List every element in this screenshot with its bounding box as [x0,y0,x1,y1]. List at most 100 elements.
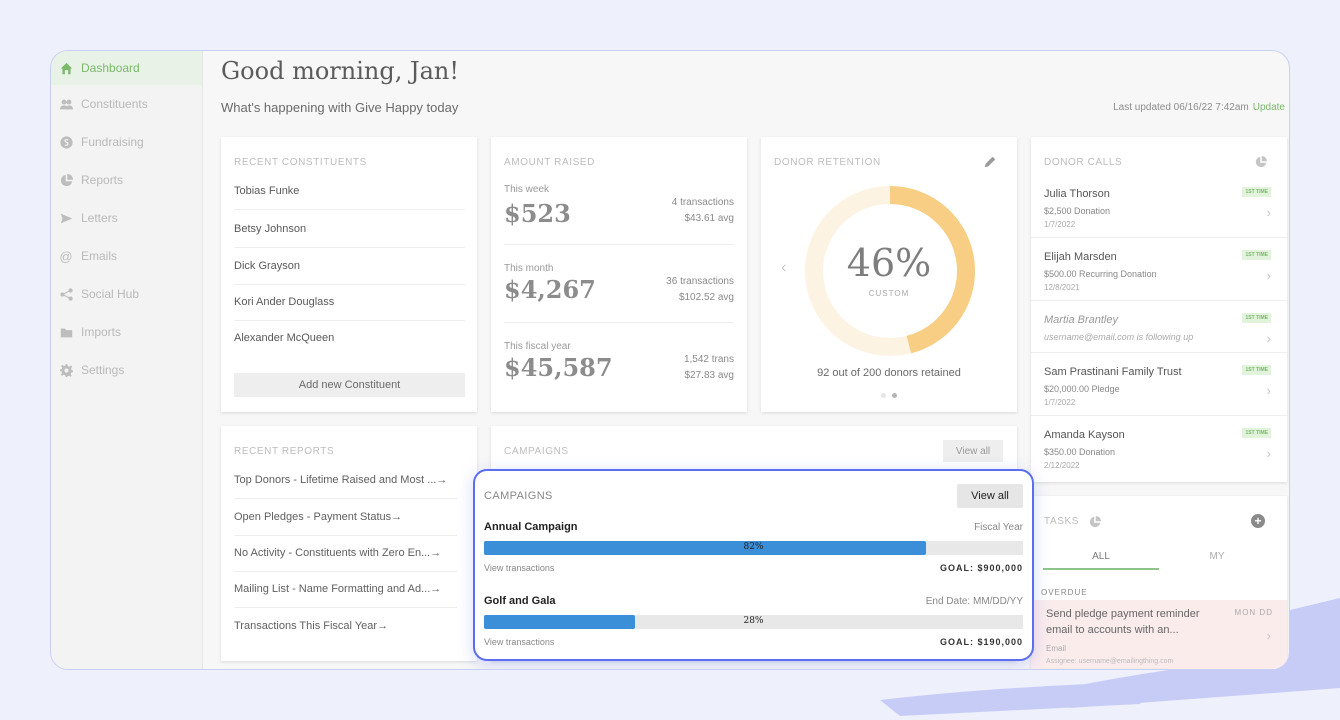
campaign-name[interactable]: Golf and Gala [484,595,556,607]
report-link[interactable]: No Activity - Constituents with Zero En.… [234,547,457,572]
sidebar-item-label: Fundraising [81,135,144,149]
sidebar-item-letters[interactable]: Letters [51,199,202,237]
view-all-button[interactable]: View all [943,440,1003,462]
amount-value: $45,587 [504,353,613,382]
pie-chart-icon[interactable] [1255,155,1267,173]
people-icon [59,97,73,111]
sidebar-item-constituents[interactable]: Constituents [51,85,202,123]
view-transactions-link[interactable]: View transactions [484,637,555,647]
pencil-icon[interactable] [983,155,997,169]
view-all-button[interactable]: View all [957,484,1023,508]
progress-bar: 28% [484,615,1023,629]
donor-name: Martia Brantley [1044,314,1118,326]
card-title: DONOR CALLS [1044,157,1123,168]
carousel-dot-active[interactable] [892,393,897,398]
card-title: CAMPAIGNS [484,490,553,502]
carousel-dot[interactable] [881,393,886,398]
average-amount: $27.83 avg [684,370,735,381]
amount-label: This month [504,263,554,274]
task-item[interactable]: Send pledge payment reminder email to ac… [1031,600,1287,669]
campaign-goal: GOAL: $900,000 [939,563,1023,573]
amount-row-fiscal-year: This fiscal year $45,587 1,542 trans $27.… [504,335,734,401]
donor-date: 12/8/2021 [1044,283,1080,292]
report-link[interactable]: Top Donors - Lifetime Raised and Most ..… [234,474,457,499]
amount-label: This fiscal year [504,341,571,352]
list-item[interactable]: Tobias Funke [234,185,465,210]
donor-name: Amanda Kayson [1044,429,1125,441]
sidebar-item-emails[interactable]: @ Emails [51,237,202,275]
donor-call-item[interactable]: Martia Brantley username@email.com is fo… [1031,301,1287,353]
donor-detail: $2,500 Donation [1044,206,1111,216]
add-task-icon[interactable]: + [1251,514,1265,528]
sidebar-item-dashboard[interactable]: Dashboard [51,51,202,85]
send-icon [59,211,73,225]
folder-icon [59,325,73,339]
card-title: TASKS [1044,516,1080,527]
retention-percent: 46% [846,241,932,285]
recent-reports-card: RECENT REPORTS Top Donors - Lifetime Rai… [221,426,477,661]
home-icon [59,61,73,75]
campaign-name[interactable]: Annual Campaign [484,521,578,533]
carousel-dots[interactable] [761,393,1017,398]
list-item[interactable]: Alexander McQueen [234,332,335,344]
average-amount: $102.52 avg [678,292,734,303]
sidebar-item-label: Settings [81,363,125,377]
amount-label: This week [504,184,550,195]
chevron-right-icon: › [1266,205,1271,220]
donor-detail: $350.00 Donation [1044,447,1116,457]
app-window: Dashboard Constituents Fundraising Repor… [50,50,1290,670]
sidebar: Dashboard Constituents Fundraising Repor… [51,51,203,669]
transactions-count: 36 transactions [666,276,734,287]
retention-arc [889,186,975,354]
amount-stats: 1,542 trans $27.83 avg [684,352,734,384]
donor-name: Sam Prastinani Family Trust [1044,366,1182,378]
donor-detail: username@email.com is following up [1044,332,1194,342]
task-tabs: ALL MY [1031,542,1287,570]
update-link[interactable]: Update [1252,102,1285,113]
list-item[interactable]: Kori Ander Douglass [234,296,465,321]
donor-name: Julia Thorson [1044,188,1110,200]
transactions-count: 4 transactions [671,197,734,208]
overdue-label: OVERDUE [1041,588,1088,597]
tab-my[interactable]: MY [1209,551,1225,562]
first-time-badge: 1ST TIME [1242,250,1271,260]
donor-detail: $20,000.00 Pledge [1044,384,1120,394]
donor-call-item[interactable]: Amanda Kayson $350.00 Donation 2/12/2022… [1031,416,1287,479]
card-title: DONOR RETENTION [774,157,881,168]
donor-call-item[interactable]: Elijah Marsden $500.00 Recurring Donatio… [1031,238,1287,301]
list-item[interactable]: Betsy Johnson [234,223,465,248]
sidebar-item-label: Emails [81,249,118,263]
donor-call-item[interactable]: Julia Thorson $2,500 Donation 1/7/2022 1… [1031,175,1287,238]
view-transactions-link[interactable]: View transactions [484,563,555,573]
sidebar-item-reports[interactable]: Reports [51,161,202,199]
pie-chart-icon[interactable] [1089,515,1101,533]
campaign-meta: Fiscal Year [974,522,1023,533]
sidebar-item-fundraising[interactable]: Fundraising [51,123,202,161]
sidebar-item-imports[interactable]: Imports [51,313,202,351]
donor-detail: $500.00 Recurring Donation [1044,269,1157,279]
last-updated-text: Last updated 06/16/22 7:42am [1113,102,1249,113]
gear-icon [59,363,73,377]
list-item[interactable]: Dick Grayson [234,260,465,285]
report-link[interactable]: Open Pledges - Payment Status→ [234,511,457,536]
progress-bar: 82% [484,541,1023,555]
at-icon: @ [59,248,73,264]
report-link[interactable]: Mailing List - Name Formatting and Ad...… [234,583,457,608]
report-link[interactable]: Transactions This Fiscal Year→ [234,620,389,632]
amount-stats: 4 transactions $43.61 avg [672,195,734,227]
sidebar-item-social-hub[interactable]: Social Hub [51,275,202,313]
first-time-badge: 1ST TIME [1242,187,1271,197]
chevron-right-icon: › [1266,446,1271,461]
amount-row-month: This month $4,267 36 transactions $102.52… [504,257,734,323]
add-constituent-button[interactable]: Add new Constituent [234,373,465,397]
sidebar-item-settings[interactable]: Settings [51,351,202,389]
task-due-date: MON DD [1234,608,1273,617]
progress-label: 28% [743,616,764,626]
task-text: Send pledge payment reminder email to ac… [1046,608,1200,636]
pie-chart-icon [59,173,73,187]
chevron-left-icon[interactable]: ‹ [781,259,787,276]
task-type: Email [1046,644,1067,653]
donor-call-item[interactable]: Sam Prastinani Family Trust $20,000.00 P… [1031,353,1287,416]
tab-all[interactable]: ALL [1043,542,1159,570]
sidebar-item-label: Constituents [81,97,148,111]
